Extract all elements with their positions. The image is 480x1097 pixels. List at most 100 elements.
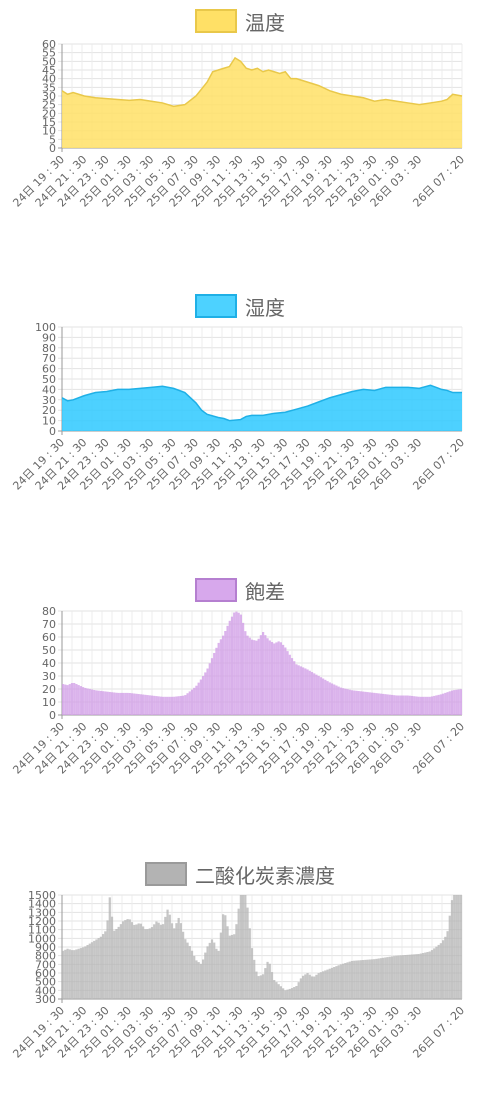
- bar: [108, 691, 111, 715]
- bar: [113, 692, 116, 715]
- bar: [113, 930, 116, 999]
- chart-legend[interactable]: 温度: [0, 6, 480, 36]
- bar: [177, 696, 180, 715]
- bar: [422, 696, 425, 715]
- bar: [306, 669, 309, 715]
- bar: [402, 955, 405, 999]
- legend-swatch: [145, 862, 187, 886]
- bar: [86, 688, 89, 715]
- bar: [142, 926, 145, 999]
- bar: [77, 685, 80, 715]
- y-tick-label: 20: [42, 404, 56, 417]
- bar: [333, 967, 336, 999]
- bar: [164, 916, 167, 999]
- bar: [362, 691, 365, 715]
- bar: [437, 944, 440, 999]
- bar: [324, 679, 327, 715]
- bar: [277, 641, 280, 715]
- bar: [239, 895, 242, 999]
- y-tick-label: 50: [42, 644, 56, 657]
- bar: [115, 692, 118, 715]
- bar: [137, 694, 140, 715]
- bar: [166, 909, 169, 999]
- y-tick-label: 1400: [28, 898, 56, 911]
- bar: [190, 950, 194, 999]
- bar: [99, 936, 102, 999]
- bar: [79, 948, 82, 999]
- bar: [442, 693, 445, 715]
- bar: [417, 696, 420, 715]
- co2-chart: 二酸化炭素濃度 300 400 500 600 700 800 900 1000 1100 120…: [0, 853, 480, 1097]
- chart-legend[interactable]: 湿度: [0, 291, 480, 321]
- y-tick-label: 1300: [28, 906, 56, 919]
- bar: [366, 692, 369, 715]
- bar: [73, 950, 76, 999]
- bar: [202, 676, 205, 715]
- bar: [253, 640, 256, 715]
- bar: [330, 967, 334, 999]
- y-tick-label: 500: [35, 976, 56, 989]
- bar: [237, 908, 240, 999]
- bar: [110, 692, 114, 715]
- bar: [270, 642, 274, 715]
- bar: [346, 962, 349, 999]
- y-tick-label: 1500: [28, 889, 56, 902]
- bar: [344, 963, 347, 999]
- bar: [104, 691, 107, 715]
- legend-swatch: [195, 578, 237, 602]
- bar: [90, 689, 94, 715]
- bar: [168, 914, 171, 999]
- bar: [362, 960, 365, 999]
- bar: [173, 928, 176, 999]
- bar: [397, 695, 400, 715]
- bar: [404, 695, 407, 715]
- bar: [193, 955, 196, 999]
- bar: [290, 658, 294, 715]
- bar: [290, 988, 294, 999]
- bar: [390, 694, 394, 715]
- y-tick-label: 300: [35, 993, 56, 1006]
- y-tick-label: 50: [42, 55, 56, 68]
- bar: [424, 952, 427, 999]
- y-tick-label: 40: [42, 383, 56, 396]
- co2-plot: 3004005006007008009001000110012001300140…: [10, 889, 467, 1061]
- bar: [326, 969, 329, 999]
- series-line: [61, 384, 462, 422]
- bar: [433, 948, 436, 999]
- bar: [428, 951, 431, 999]
- chart-legend[interactable]: 二酸化炭素濃度: [0, 859, 480, 889]
- bar: [304, 668, 307, 715]
- bar: [170, 696, 174, 715]
- bar: [295, 664, 298, 715]
- bar: [324, 970, 327, 999]
- bar: [459, 689, 462, 715]
- chart-legend[interactable]: 飽差: [0, 575, 480, 605]
- bar: [277, 984, 280, 999]
- bar: [157, 696, 160, 715]
- bar: [377, 693, 380, 715]
- y-tick-label: 90: [42, 331, 56, 344]
- bar: [117, 926, 120, 999]
- bar: [75, 949, 78, 999]
- bar: [373, 692, 376, 715]
- bar: [177, 917, 180, 999]
- bar: [184, 695, 187, 715]
- bar: [346, 689, 349, 715]
- bar: [150, 695, 154, 715]
- bar: [268, 640, 271, 715]
- bar: [297, 665, 300, 715]
- bar: [439, 943, 442, 999]
- bar: [286, 651, 289, 715]
- bar: [390, 956, 394, 999]
- bar: [170, 923, 174, 999]
- y-tick-label: 0: [49, 142, 56, 155]
- bar: [179, 923, 182, 999]
- bar: [444, 692, 447, 715]
- bar: [275, 982, 278, 999]
- bar: [455, 895, 458, 999]
- bar: [270, 972, 274, 999]
- bar: [139, 923, 142, 999]
- y-tick-label: 25: [42, 99, 56, 112]
- bar: [182, 931, 185, 999]
- bar: [282, 644, 285, 715]
